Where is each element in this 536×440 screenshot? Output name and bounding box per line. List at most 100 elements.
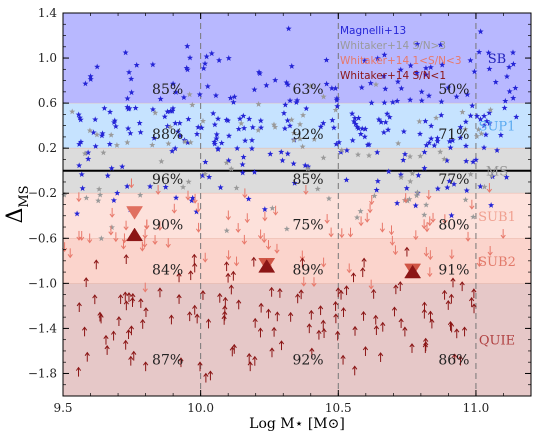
point-whitaker-14-s-n-3: [167, 123, 174, 130]
point-magnelli-13: [77, 138, 84, 145]
point-magnelli-13: [358, 84, 365, 91]
point-whitaker-14-s-n-1: [81, 326, 88, 337]
point-magnelli-13: [463, 158, 470, 164]
arrow-head: [273, 211, 279, 216]
point-magnelli-13: [211, 121, 218, 128]
point-whitaker-14-s-n-1: [429, 318, 435, 329]
x-axis-label: Log M⋆ [M⊙]: [249, 416, 345, 432]
arrow-head: [340, 354, 346, 359]
point-magnelli-13: [87, 73, 94, 79]
arrow-head: [225, 216, 231, 221]
percentage-sb: 85%: [152, 82, 183, 98]
y-axis-label: ΔMS: [3, 185, 32, 223]
point-whitaker-14-s-n-3: [462, 126, 469, 132]
point-whitaker-14-s-n-1: [274, 311, 280, 322]
point-magnelli-13: [328, 85, 335, 91]
point-magnelli-13: [195, 124, 202, 130]
arrow-head: [429, 318, 435, 323]
point-whitaker-14-1-s-n-3: [427, 216, 433, 227]
arrow-head: [448, 293, 455, 298]
point-whitaker-14-1-s-n-3: [273, 205, 279, 216]
point-whitaker-14-s-n-1: [176, 272, 182, 283]
point-magnelli-13: [246, 115, 253, 122]
arrow-head: [320, 319, 326, 324]
point-magnelli-13: [302, 162, 309, 169]
point-magnelli-13: [216, 57, 223, 63]
arrow-head: [424, 228, 430, 233]
point-whitaker-14-s-n-3: [185, 178, 192, 185]
point-magnelli-13: [186, 54, 194, 61]
arrow-head: [441, 289, 448, 294]
point-whitaker-14-s-n-3: [372, 81, 380, 88]
point-whitaker-14-s-n-1: [352, 325, 358, 336]
point-whitaker-14-s-n-3: [357, 208, 364, 214]
arrow-head: [207, 370, 214, 375]
point-whitaker-14-s-n-1: [373, 325, 380, 336]
point-magnelli-13: [257, 117, 264, 124]
point-magnelli-13: [381, 51, 388, 58]
point-magnelli-13: [477, 28, 484, 35]
arrow-head: [450, 277, 456, 282]
point-magnelli-13: [119, 163, 126, 170]
point-whitaker-14-1-s-n-3: [157, 220, 163, 231]
point-magnelli-13: [413, 69, 420, 76]
arrow-head: [449, 255, 455, 260]
arrow-head: [338, 289, 344, 294]
point-magnelli-13: [437, 41, 444, 48]
point-whitaker-14-1-s-n-3: [233, 256, 240, 267]
arrow-head: [426, 195, 432, 200]
arrow-head: [83, 277, 89, 282]
point-whitaker-14-1-s-n-3: [113, 232, 119, 243]
legend: Magnelli+13 Whitaker+14 S/N>3 Whitaker+14 …: [340, 25, 462, 82]
point-magnelli-13: [416, 130, 424, 137]
point-whitaker-14-s-n-3: [81, 150, 89, 157]
point-magnelli-13: [90, 129, 97, 136]
arrow-head: [461, 326, 468, 331]
point-whitaker-14-s-n-1: [116, 316, 122, 327]
point-magnelli-13: [225, 55, 232, 61]
point-magnelli-13: [172, 120, 179, 126]
arrow-head: [76, 302, 82, 307]
point-whitaker-14-s-n-1: [118, 294, 124, 305]
arrow-head: [421, 308, 427, 313]
point-whitaker-14-s-n-1: [140, 318, 146, 329]
point-whitaker-14-s-n-1: [298, 289, 304, 300]
point-magnelli-13: [183, 64, 190, 71]
point-magnelli-13: [224, 117, 231, 124]
arrow-head: [192, 304, 198, 309]
point-whitaker-14-s-n-3: [98, 235, 105, 242]
point-magnelli-13: [217, 184, 224, 191]
point-whitaker-14-s-n-3: [365, 152, 373, 159]
arrow-head: [203, 372, 209, 377]
point-whitaker-14-s-n-3: [288, 116, 295, 123]
point-magnelli-13: [249, 124, 256, 130]
point-magnelli-13: [375, 116, 382, 123]
arrow-head: [185, 196, 191, 201]
arrow-head: [81, 326, 88, 331]
stacked-triangle-down: [126, 206, 144, 220]
point-whitaker-14-1-s-n-3: [76, 192, 82, 203]
point-magnelli-13: [294, 97, 301, 104]
point-magnelli-13: [407, 96, 414, 103]
point-magnelli-13: [112, 123, 119, 130]
point-whitaker-14-s-n-3: [478, 130, 485, 137]
point-magnelli-13: [351, 115, 358, 121]
point-magnelli-13: [488, 202, 495, 208]
point-magnelli-13: [193, 208, 200, 215]
band-label-sb: SB: [488, 52, 506, 67]
point-whitaker-14-s-n-3: [187, 139, 194, 145]
point-magnelli-13: [213, 135, 220, 142]
point-magnelli-13: [428, 135, 435, 142]
point-whitaker-14-s-n-1: [224, 261, 230, 272]
point-whitaker-14-s-n-1: [252, 317, 258, 328]
point-magnelli-13: [444, 184, 451, 191]
arrow-head: [171, 209, 177, 214]
point-magnelli-13: [349, 110, 356, 117]
point-whitaker-14-s-n-1: [449, 322, 455, 333]
point-magnelli-13: [206, 173, 213, 180]
point-whitaker-14-1-s-n-3: [301, 276, 307, 287]
point-whitaker-14-s-n-1: [84, 351, 90, 362]
point-magnelli-13: [418, 88, 425, 95]
arrow-head: [404, 246, 410, 251]
arrow-head: [295, 293, 301, 298]
